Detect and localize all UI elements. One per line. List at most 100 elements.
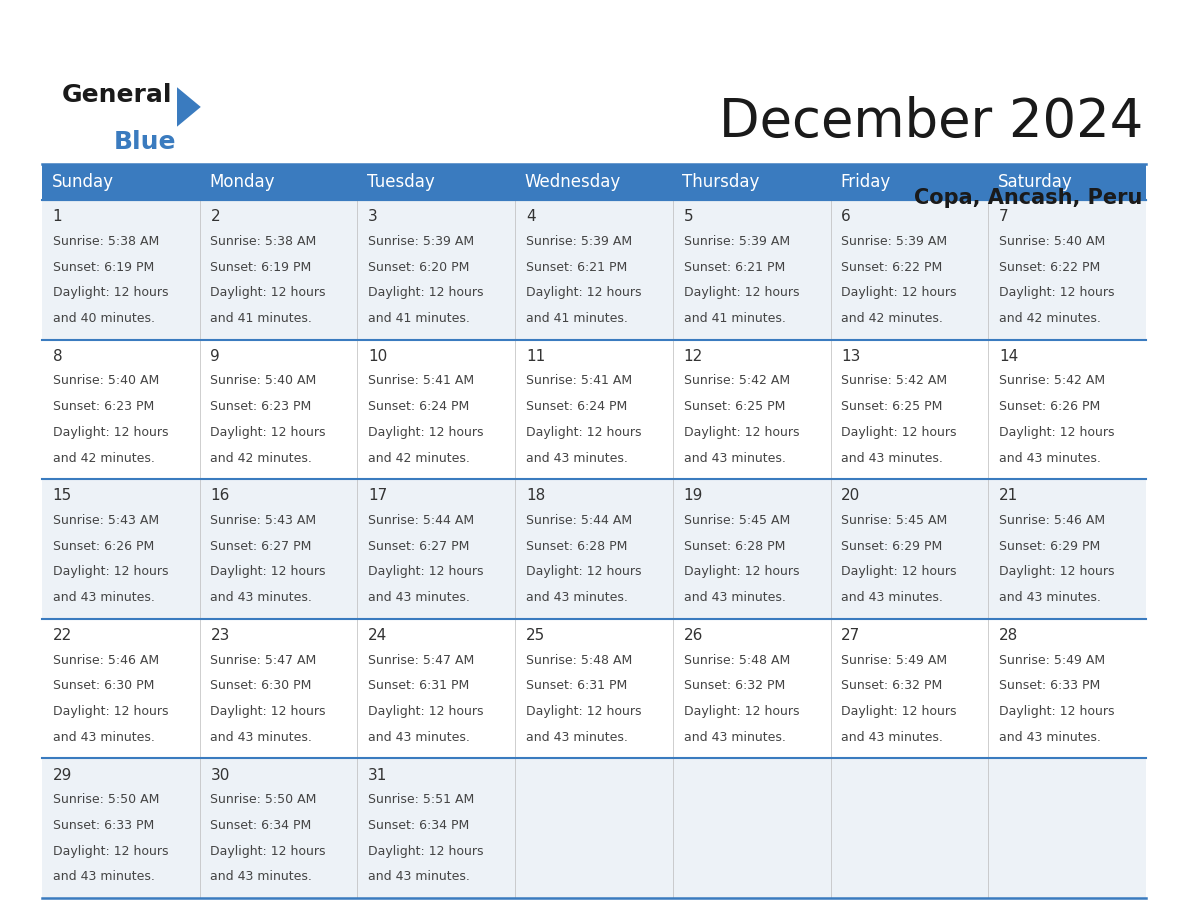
Text: Sunset: 6:28 PM: Sunset: 6:28 PM: [683, 540, 785, 553]
Text: Daylight: 12 hours: Daylight: 12 hours: [999, 426, 1114, 439]
Text: Sunset: 6:24 PM: Sunset: 6:24 PM: [368, 400, 469, 413]
Bar: [672, 164, 830, 200]
Text: and 43 minutes.: and 43 minutes.: [683, 452, 785, 465]
Text: Daylight: 12 hours: Daylight: 12 hours: [368, 565, 484, 578]
Text: Daylight: 12 hours: Daylight: 12 hours: [368, 845, 484, 857]
Text: Sunrise: 5:44 AM: Sunrise: 5:44 AM: [368, 514, 474, 527]
Text: Sunset: 6:34 PM: Sunset: 6:34 PM: [368, 819, 469, 832]
Text: 21: 21: [999, 488, 1018, 503]
Text: Daylight: 12 hours: Daylight: 12 hours: [210, 426, 326, 439]
Text: Daylight: 12 hours: Daylight: 12 hours: [210, 286, 326, 299]
Text: Tuesday: Tuesday: [367, 173, 435, 191]
Text: Sunset: 6:26 PM: Sunset: 6:26 PM: [999, 400, 1100, 413]
Bar: [42, 758, 1146, 898]
Text: and 41 minutes.: and 41 minutes.: [683, 312, 785, 325]
Text: Daylight: 12 hours: Daylight: 12 hours: [368, 705, 484, 718]
Text: Sunrise: 5:43 AM: Sunrise: 5:43 AM: [52, 514, 159, 527]
Text: Sunrise: 5:48 AM: Sunrise: 5:48 AM: [683, 654, 790, 666]
Text: Sunset: 6:21 PM: Sunset: 6:21 PM: [526, 261, 627, 274]
Text: and 40 minutes.: and 40 minutes.: [52, 312, 154, 325]
Text: Sunrise: 5:41 AM: Sunrise: 5:41 AM: [368, 375, 474, 387]
Text: Sunset: 6:32 PM: Sunset: 6:32 PM: [841, 679, 942, 692]
Text: 29: 29: [52, 767, 72, 782]
Text: Sunrise: 5:50 AM: Sunrise: 5:50 AM: [210, 793, 317, 806]
Text: Sunset: 6:21 PM: Sunset: 6:21 PM: [683, 261, 785, 274]
Text: Sunrise: 5:51 AM: Sunrise: 5:51 AM: [368, 793, 474, 806]
Text: Daylight: 12 hours: Daylight: 12 hours: [999, 286, 1114, 299]
Text: 16: 16: [210, 488, 229, 503]
Text: and 42 minutes.: and 42 minutes.: [368, 452, 470, 465]
Text: Daylight: 12 hours: Daylight: 12 hours: [841, 426, 956, 439]
Text: 17: 17: [368, 488, 387, 503]
Text: Sunrise: 5:44 AM: Sunrise: 5:44 AM: [526, 514, 632, 527]
Text: 27: 27: [841, 628, 860, 643]
Text: and 43 minutes.: and 43 minutes.: [52, 870, 154, 883]
Bar: [358, 164, 516, 200]
Text: Sunset: 6:19 PM: Sunset: 6:19 PM: [210, 261, 311, 274]
Text: Daylight: 12 hours: Daylight: 12 hours: [526, 286, 642, 299]
Text: and 43 minutes.: and 43 minutes.: [999, 731, 1101, 744]
Bar: [988, 164, 1146, 200]
Text: Daylight: 12 hours: Daylight: 12 hours: [526, 705, 642, 718]
Text: and 43 minutes.: and 43 minutes.: [526, 452, 627, 465]
Text: Sunrise: 5:40 AM: Sunrise: 5:40 AM: [210, 375, 317, 387]
Text: Daylight: 12 hours: Daylight: 12 hours: [841, 705, 956, 718]
Text: Sunset: 6:23 PM: Sunset: 6:23 PM: [210, 400, 311, 413]
Text: 1: 1: [52, 209, 62, 224]
Text: Friday: Friday: [840, 173, 890, 191]
Text: and 43 minutes.: and 43 minutes.: [210, 731, 312, 744]
Text: Sunrise: 5:39 AM: Sunrise: 5:39 AM: [841, 235, 947, 248]
Text: and 43 minutes.: and 43 minutes.: [999, 452, 1101, 465]
Text: and 42 minutes.: and 42 minutes.: [52, 452, 154, 465]
Text: and 43 minutes.: and 43 minutes.: [368, 731, 470, 744]
Text: Sunrise: 5:42 AM: Sunrise: 5:42 AM: [999, 375, 1105, 387]
Text: Daylight: 12 hours: Daylight: 12 hours: [841, 286, 956, 299]
Text: Sunset: 6:29 PM: Sunset: 6:29 PM: [841, 540, 942, 553]
Text: Sunrise: 5:39 AM: Sunrise: 5:39 AM: [368, 235, 474, 248]
Text: Sunset: 6:24 PM: Sunset: 6:24 PM: [526, 400, 627, 413]
Bar: [42, 200, 1146, 340]
Text: 23: 23: [210, 628, 229, 643]
Text: and 43 minutes.: and 43 minutes.: [526, 591, 627, 604]
Text: Sunset: 6:19 PM: Sunset: 6:19 PM: [52, 261, 154, 274]
Text: Sunset: 6:22 PM: Sunset: 6:22 PM: [999, 261, 1100, 274]
Text: Thursday: Thursday: [682, 173, 760, 191]
Text: 9: 9: [210, 349, 220, 364]
Text: Daylight: 12 hours: Daylight: 12 hours: [210, 845, 326, 857]
Text: Sunrise: 5:45 AM: Sunrise: 5:45 AM: [683, 514, 790, 527]
Text: and 43 minutes.: and 43 minutes.: [210, 591, 312, 604]
Text: Daylight: 12 hours: Daylight: 12 hours: [368, 286, 484, 299]
Text: 15: 15: [52, 488, 72, 503]
Text: Daylight: 12 hours: Daylight: 12 hours: [683, 705, 800, 718]
Text: 8: 8: [52, 349, 62, 364]
Text: and 41 minutes.: and 41 minutes.: [526, 312, 627, 325]
Text: Copa, Ancash, Peru: Copa, Ancash, Peru: [915, 188, 1143, 208]
Text: and 42 minutes.: and 42 minutes.: [210, 452, 312, 465]
Text: Sunrise: 5:49 AM: Sunrise: 5:49 AM: [841, 654, 947, 666]
Text: 7: 7: [999, 209, 1009, 224]
Text: Daylight: 12 hours: Daylight: 12 hours: [526, 426, 642, 439]
Bar: [516, 164, 672, 200]
Text: Sunrise: 5:50 AM: Sunrise: 5:50 AM: [52, 793, 159, 806]
Text: Sunrise: 5:38 AM: Sunrise: 5:38 AM: [210, 235, 317, 248]
Text: and 43 minutes.: and 43 minutes.: [526, 731, 627, 744]
Text: Sunset: 6:33 PM: Sunset: 6:33 PM: [999, 679, 1100, 692]
Text: Blue: Blue: [114, 130, 177, 154]
Text: and 43 minutes.: and 43 minutes.: [52, 591, 154, 604]
Text: Daylight: 12 hours: Daylight: 12 hours: [999, 705, 1114, 718]
Text: Sunrise: 5:46 AM: Sunrise: 5:46 AM: [999, 514, 1105, 527]
Text: 11: 11: [526, 349, 545, 364]
Text: General: General: [62, 83, 172, 106]
Text: 3: 3: [368, 209, 378, 224]
Text: Sunrise: 5:43 AM: Sunrise: 5:43 AM: [210, 514, 316, 527]
Text: 14: 14: [999, 349, 1018, 364]
Text: and 43 minutes.: and 43 minutes.: [368, 870, 470, 883]
Bar: [42, 479, 1146, 619]
Text: Sunrise: 5:40 AM: Sunrise: 5:40 AM: [999, 235, 1105, 248]
Text: Wednesday: Wednesday: [525, 173, 621, 191]
Text: 24: 24: [368, 628, 387, 643]
Text: 6: 6: [841, 209, 851, 224]
Text: 30: 30: [210, 767, 229, 782]
Text: Sunset: 6:31 PM: Sunset: 6:31 PM: [368, 679, 469, 692]
Text: Sunset: 6:30 PM: Sunset: 6:30 PM: [52, 679, 154, 692]
